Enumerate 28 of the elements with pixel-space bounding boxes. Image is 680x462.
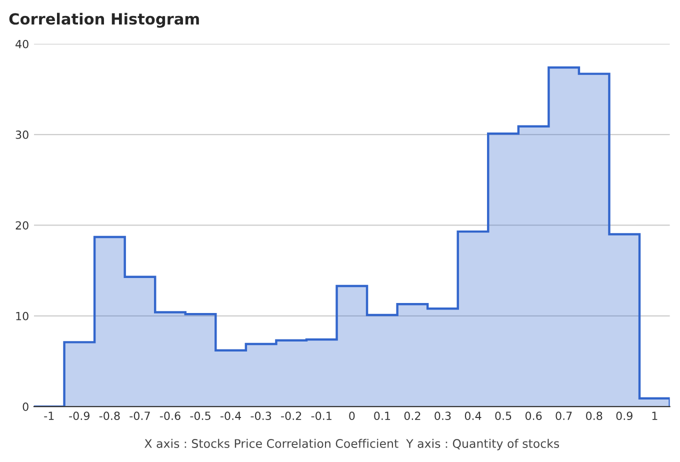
- x-tick-label: 0.9: [616, 412, 632, 420]
- x-tick-label: 1: [652, 412, 658, 420]
- x-tick-label: -0.5: [190, 412, 210, 420]
- x-tick-label: -1: [44, 412, 54, 420]
- x-tick-label: 0.2: [404, 412, 420, 420]
- x-tick-label: -0.3: [250, 412, 272, 420]
- x-tick-label: -0.8: [99, 412, 120, 420]
- x-tick-label: 0.3: [434, 412, 451, 420]
- x-axis-title: X axis : Stocks Price Correlation Coefficient Y axis : Quantity of stocks: [144, 438, 560, 450]
- x-tick-label: 0.6: [525, 412, 542, 420]
- y-tick-label: 10: [16, 312, 28, 320]
- x-tick-label: -0.2: [281, 412, 302, 420]
- x-tick-label: 0.4: [464, 412, 482, 420]
- chart-title: Correlation Histogram: [9, 12, 199, 28]
- x-tick-label: 0.5: [495, 412, 512, 420]
- y-tick-label: 0: [22, 402, 28, 411]
- x-tick-label: -0.9: [69, 412, 90, 420]
- x-tick-label: -0.7: [130, 412, 150, 420]
- x-tick-label: -0.4: [220, 412, 242, 420]
- y-tick-label: 20: [16, 221, 28, 230]
- x-tick-label: -0.1: [311, 412, 332, 420]
- x-tick-label: 0.8: [586, 412, 602, 420]
- x-tick-label: 0: [349, 412, 355, 420]
- x-tick-label: 0.7: [556, 412, 572, 420]
- y-tick-label: 30: [16, 130, 28, 139]
- x-tick-label: -0.6: [160, 412, 180, 420]
- y-tick-label: 40: [16, 40, 28, 48]
- x-tick-label: 0.1: [374, 412, 390, 420]
